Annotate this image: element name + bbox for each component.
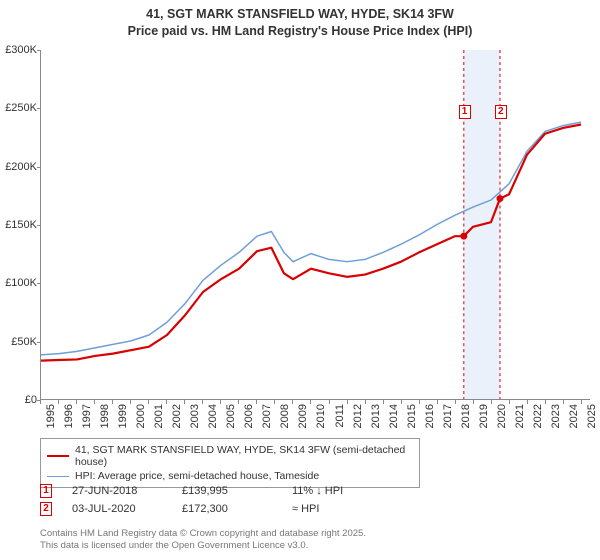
x-tick-label: 1998 [99, 404, 111, 428]
copyright-notice: Contains HM Land Registry data © Crown c… [40, 528, 366, 553]
x-tick-label: 1997 [81, 404, 93, 428]
x-tick-label: 2021 [514, 404, 526, 428]
legend-label: 41, SGT MARK STANSFIELD WAY, HYDE, SK14 … [75, 444, 413, 468]
legend-label: HPI: Average price, semi-detached house,… [75, 470, 319, 482]
legend-row: 41, SGT MARK STANSFIELD WAY, HYDE, SK14 … [47, 443, 413, 469]
y-tick-label: £300K [5, 44, 41, 56]
x-tick-label: 2023 [550, 404, 562, 428]
x-tick-label: 2022 [532, 404, 544, 428]
sale-marker-flag: 1 [459, 105, 471, 119]
legend-row: HPI: Average price, semi-detached house,… [47, 469, 413, 483]
x-tick-label: 2016 [424, 404, 436, 428]
chart-plot-area: £0£50K£100K£150K£200K£250K£300K12 [40, 50, 590, 400]
x-tick-label: 2010 [315, 404, 327, 428]
x-axis-ticks: 1995 1996 1997 1998 1999 2000 2001 2002 2003 2004… [40, 400, 590, 440]
x-tick-label: 2000 [135, 404, 147, 428]
x-tick-label: 2002 [171, 404, 183, 428]
x-tick-label: 2007 [261, 404, 273, 428]
x-tick-label: 1995 [45, 404, 57, 428]
sale-row: 1 27-JUN-2018 £139,995 11% ↓ HPI [40, 482, 470, 500]
legend-swatch [47, 476, 69, 477]
x-tick-label: 2003 [189, 404, 201, 428]
legend-swatch [47, 455, 69, 457]
title-line-2: Price paid vs. HM Land Registry's House … [0, 23, 600, 40]
x-tick-label: 2004 [207, 404, 219, 428]
y-tick-label: £250K [5, 102, 41, 114]
x-tick-label: 2001 [153, 404, 165, 428]
sale-pct: ≈ HPI [292, 503, 412, 515]
sale-price: £172,300 [182, 503, 292, 515]
y-tick-label: £150K [5, 219, 41, 231]
legend: 41, SGT MARK STANSFIELD WAY, HYDE, SK14 … [40, 438, 420, 488]
x-tick-label: 2024 [568, 404, 580, 428]
x-tick-label: 2015 [406, 404, 418, 428]
y-tick-label: £200K [5, 161, 41, 173]
x-tick-label: 2019 [478, 404, 490, 428]
sale-pct: 11% ↓ HPI [292, 485, 412, 497]
x-tick-label: 2008 [279, 404, 291, 428]
x-tick-label: 2018 [460, 404, 472, 428]
copyright-line-2: This data is licensed under the Open Gov… [40, 540, 366, 552]
chart-title: 41, SGT MARK STANSFIELD WAY, HYDE, SK14 … [0, 0, 600, 40]
x-tick-label: 1996 [63, 404, 75, 428]
sale-price: £139,995 [182, 485, 292, 497]
sale-date: 03-JUL-2020 [52, 503, 182, 515]
x-tick-label: 2006 [243, 404, 255, 428]
y-tick-label: £100K [5, 277, 41, 289]
x-tick-label: 2009 [297, 404, 309, 428]
x-tick-label: 2020 [496, 404, 508, 428]
sales-table: 1 27-JUN-2018 £139,995 11% ↓ HPI 2 03-JU… [40, 482, 470, 518]
x-tick-label: 2005 [225, 404, 237, 428]
copyright-line-1: Contains HM Land Registry data © Crown c… [40, 528, 366, 540]
x-tick-label: 2012 [352, 404, 364, 428]
x-tick-label: 2011 [334, 404, 346, 428]
title-line-1: 41, SGT MARK STANSFIELD WAY, HYDE, SK14 … [0, 6, 600, 23]
chart-container: 41, SGT MARK STANSFIELD WAY, HYDE, SK14 … [0, 0, 600, 560]
sale-marker-box: 1 [40, 484, 52, 498]
x-tick-label: 2013 [370, 404, 382, 428]
chart-svg [41, 50, 590, 399]
sale-row: 2 03-JUL-2020 £172,300 ≈ HPI [40, 500, 470, 518]
sale-marker-flag: 2 [495, 105, 507, 119]
sale-marker-box: 2 [40, 502, 52, 516]
x-tick-label: 1999 [117, 404, 129, 428]
x-tick-label: 2025 [586, 404, 598, 428]
x-tick-label: 2014 [388, 404, 400, 428]
x-tick-label: 2017 [442, 404, 454, 428]
sale-date: 27-JUN-2018 [52, 485, 182, 497]
